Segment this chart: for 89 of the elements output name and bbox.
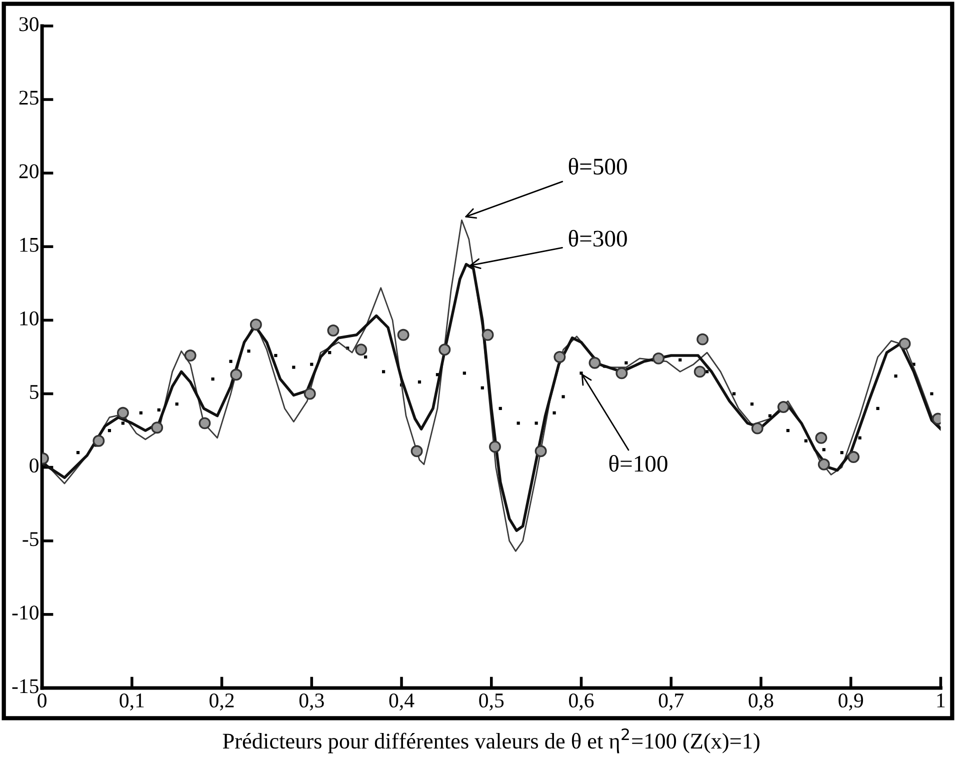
point [410, 445, 423, 458]
point [121, 422, 124, 425]
point [175, 402, 178, 406]
point [898, 338, 911, 350]
y-tick-label: 0 [30, 458, 38, 473]
point [355, 344, 368, 356]
point [848, 451, 860, 463]
point [588, 356, 601, 369]
point [292, 366, 296, 369]
annotation: θ=500 [568, 158, 627, 175]
point [364, 355, 368, 359]
point [157, 408, 160, 412]
point [876, 406, 880, 410]
annotation: θ=100 [609, 455, 668, 472]
point [250, 318, 262, 331]
point [397, 328, 410, 341]
point [418, 380, 422, 384]
point [732, 392, 736, 396]
x-tick-label: 0,5 [479, 693, 504, 711]
point [229, 360, 232, 363]
y-tick-label: 5 [30, 385, 38, 399]
x-tick-label: 0,1 [120, 693, 144, 711]
point [488, 440, 501, 453]
x-tick-label: 0,6 [569, 693, 594, 711]
point [438, 344, 451, 356]
point [116, 406, 129, 419]
point [211, 377, 214, 381]
point [678, 358, 682, 362]
y-tick-label: -5 [22, 532, 38, 546]
point [930, 392, 934, 396]
point [858, 436, 862, 440]
point [804, 439, 808, 442]
point [92, 434, 105, 447]
x-tick-label: 0,8 [748, 693, 774, 711]
point [624, 361, 628, 364]
point [327, 324, 340, 336]
point [534, 445, 547, 458]
x-tick-label: 1 [937, 694, 945, 708]
point [580, 372, 583, 375]
point [198, 417, 211, 430]
point [139, 411, 142, 414]
point [382, 370, 386, 374]
point [310, 362, 314, 366]
point [822, 448, 826, 452]
x-tick-label: 0,7 [658, 693, 684, 711]
y-tick-label: 15 [20, 238, 38, 252]
line-series [42, 262, 941, 532]
point [498, 406, 502, 410]
point [554, 350, 566, 363]
point [786, 428, 790, 432]
x-tick-label: 0,4 [389, 693, 414, 711]
x-tick-label: 0,3 [299, 693, 324, 711]
point [534, 422, 538, 425]
point [482, 328, 494, 341]
y-tick-label: 25 [19, 90, 38, 105]
point [304, 388, 316, 400]
point [462, 372, 466, 375]
point [696, 333, 709, 346]
point [818, 458, 830, 470]
point [76, 451, 80, 454]
point [616, 367, 628, 380]
point [815, 432, 828, 444]
point [552, 411, 556, 414]
point [694, 366, 706, 378]
x-tick-label: 0,9 [838, 693, 864, 711]
point [274, 354, 278, 358]
point [230, 368, 242, 381]
point [151, 422, 164, 434]
point [516, 422, 520, 425]
x-axis-title: Prédicteurs pour différentes valeurs de θ et η$^{2}$=100 (Z(x)=1) [222, 728, 760, 754]
point [108, 428, 112, 432]
point [750, 402, 754, 406]
point [247, 350, 250, 353]
point [184, 350, 196, 362]
point [751, 422, 764, 434]
point [652, 352, 665, 364]
y-tick-label: 20 [19, 164, 38, 178]
y-tick-label: -10 [12, 606, 38, 620]
x-tick-label: 0,2 [210, 693, 234, 711]
point [562, 395, 565, 398]
point [894, 374, 898, 378]
y-tick-label: 10 [20, 311, 38, 326]
y-tick-label: -15 [12, 679, 38, 694]
point [480, 386, 484, 390]
point [777, 401, 790, 413]
annotation: θ=300 [568, 230, 627, 247]
point [840, 451, 844, 454]
y-tick-label: 30 [19, 17, 38, 32]
point [328, 351, 332, 354]
